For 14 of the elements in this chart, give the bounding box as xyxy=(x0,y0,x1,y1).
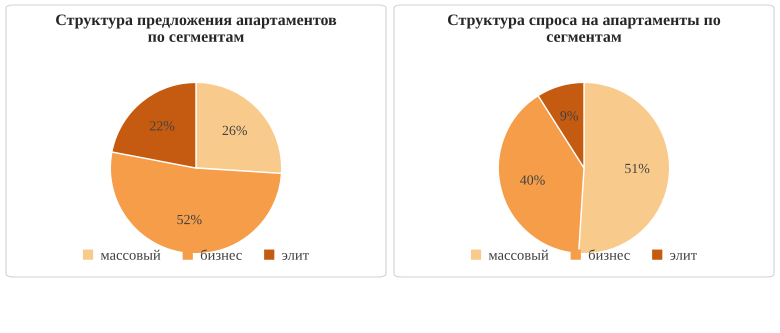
data-label: 51% xyxy=(625,164,650,174)
data-label: 9% xyxy=(560,111,578,120)
data-label: 40% xyxy=(520,175,545,185)
chart-title: Структура спроса на апартаменты по сегментам xyxy=(448,14,720,42)
data-label: 22% xyxy=(150,121,174,131)
legend-label: элит xyxy=(670,252,697,260)
legend-label: бизнес xyxy=(588,249,630,260)
data-label: 52% xyxy=(177,214,202,224)
legend-label: массовый xyxy=(100,250,160,260)
legend-label: элит xyxy=(282,252,309,260)
chart-title: Структура предложения апартаментов по сегментам xyxy=(56,14,336,42)
data-label: 26% xyxy=(222,126,247,136)
legend-label: бизнес xyxy=(200,249,242,260)
legend-label: массовый xyxy=(488,250,548,260)
